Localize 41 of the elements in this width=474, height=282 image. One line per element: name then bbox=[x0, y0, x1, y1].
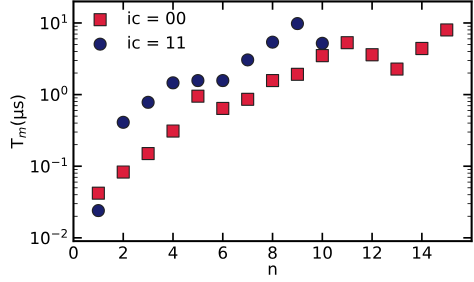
point bbox=[440, 23, 454, 36]
point bbox=[116, 116, 130, 129]
legend-label: ic = 00 bbox=[128, 11, 186, 24]
point bbox=[142, 96, 155, 109]
point bbox=[266, 36, 280, 49]
point bbox=[166, 124, 180, 138]
x-tick-label: 10 bbox=[314, 246, 332, 259]
point bbox=[142, 147, 155, 160]
point bbox=[216, 74, 230, 88]
point bbox=[290, 68, 304, 81]
point bbox=[316, 49, 329, 62]
point bbox=[415, 42, 428, 56]
y-tick-label: 10$^{−1}$ bbox=[31, 158, 67, 173]
point bbox=[366, 48, 379, 62]
point bbox=[92, 204, 105, 218]
point bbox=[390, 62, 404, 76]
point bbox=[316, 36, 329, 50]
point bbox=[166, 76, 180, 90]
legend-label: ic = 11 bbox=[128, 36, 185, 49]
x-axis-title: n bbox=[268, 265, 276, 275]
point bbox=[191, 90, 204, 103]
point bbox=[241, 53, 254, 66]
point bbox=[290, 17, 304, 30]
point bbox=[191, 74, 204, 88]
x-tick-label: 8 bbox=[268, 246, 277, 259]
point bbox=[116, 165, 130, 179]
y-tick-label: 10$^{0}$ bbox=[41, 86, 68, 102]
point bbox=[340, 36, 354, 50]
x-tick-label: 4 bbox=[168, 246, 178, 259]
point bbox=[241, 92, 254, 106]
point bbox=[266, 74, 280, 88]
x-tick-label: 0 bbox=[69, 246, 78, 259]
x-tick-label: 6 bbox=[218, 246, 228, 259]
point bbox=[216, 102, 230, 116]
point bbox=[92, 186, 105, 200]
y-tick-label: 10$^{1}$ bbox=[41, 14, 67, 30]
x-tick-label: 12 bbox=[363, 246, 382, 259]
x-tick-label: 2 bbox=[119, 246, 127, 259]
x-tick-label: 14 bbox=[413, 246, 432, 259]
y-tick-label: 10$^{−2}$ bbox=[31, 229, 67, 244]
y-axis-title: T$_{m}$(μs) bbox=[10, 95, 27, 149]
